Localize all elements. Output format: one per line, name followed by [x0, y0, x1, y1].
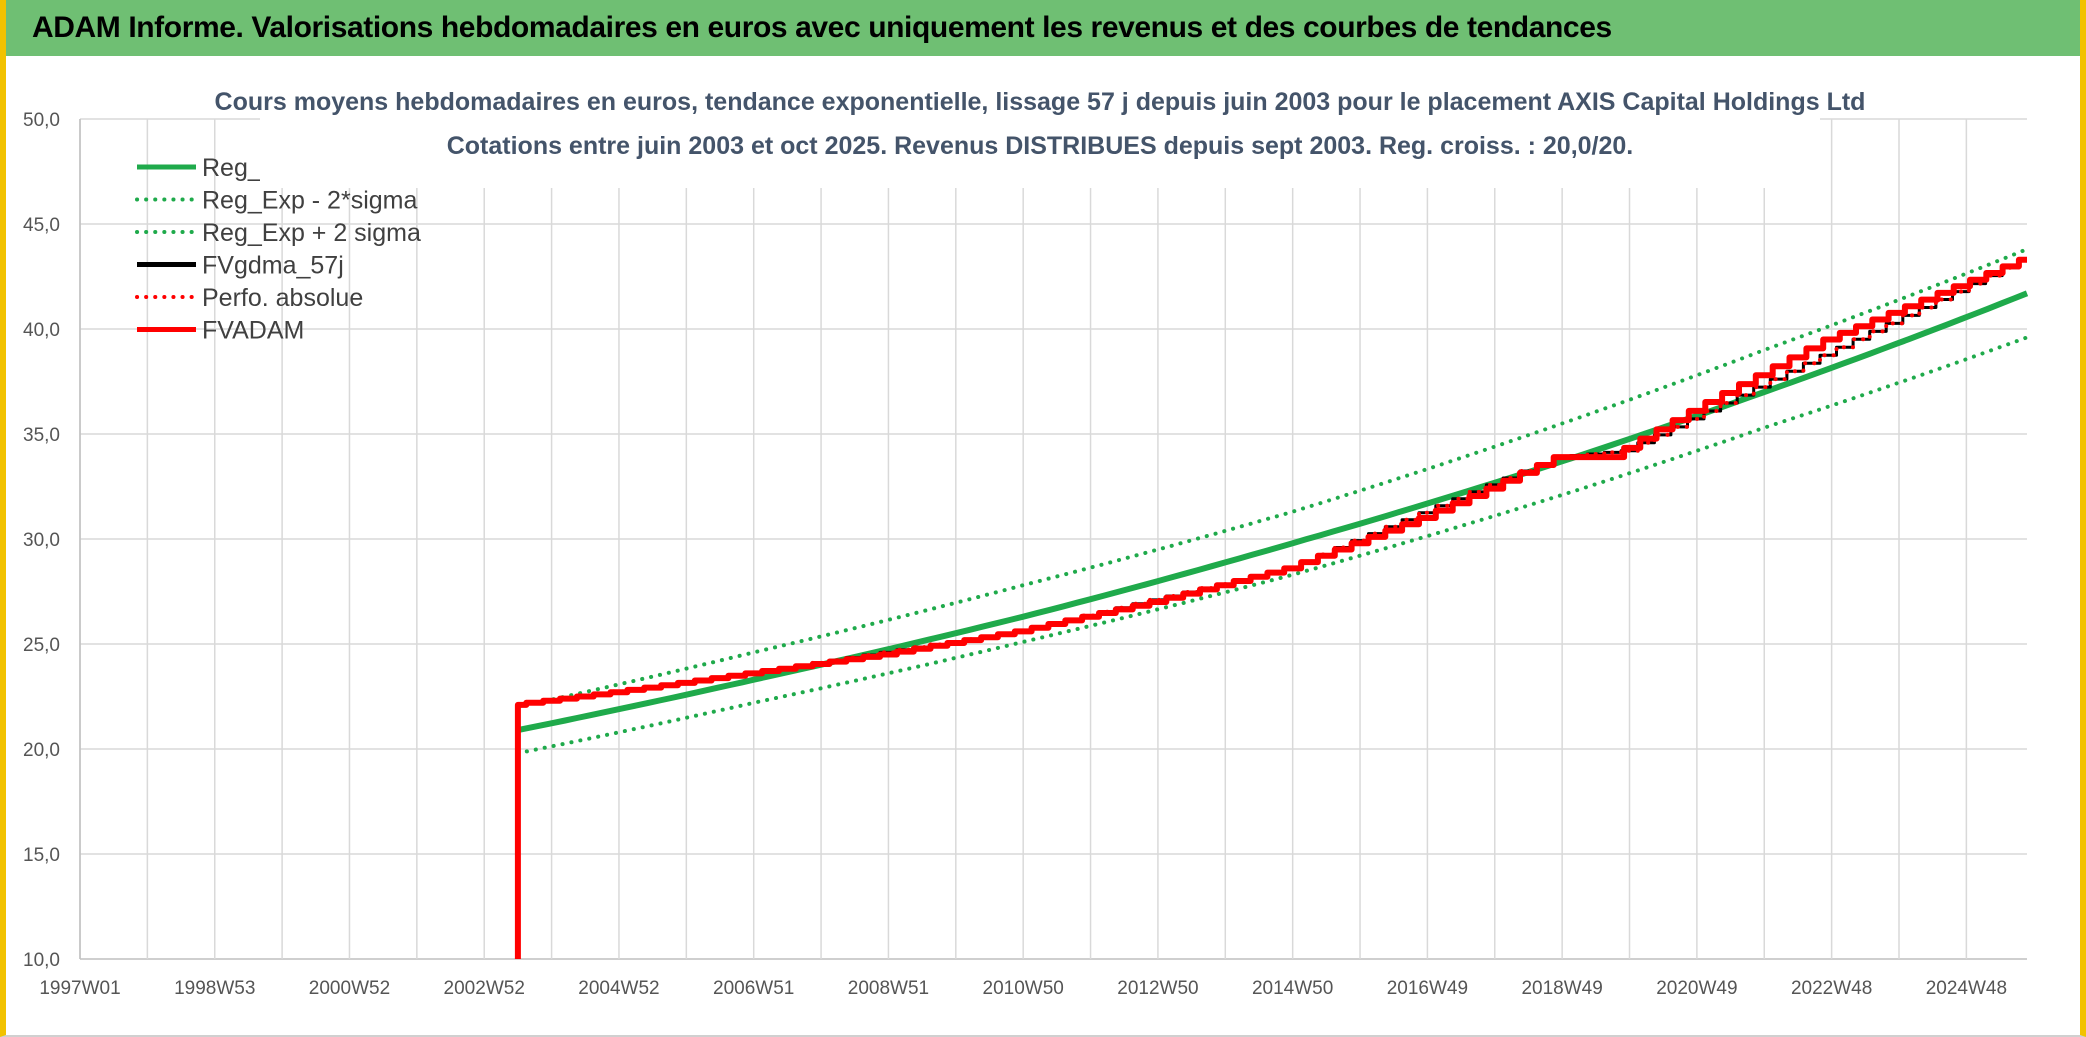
legend-item: FVgdma_57j	[137, 252, 344, 280]
chart-frame	[0, 56, 2086, 1037]
y-axis: 10,0 15,0 20,0 25,0 30,0 35,0 40,0 45,0 50,0	[23, 110, 60, 971]
report-banner: ADAM Informe. Valorisations hebdomadaire…	[0, 0, 2086, 56]
line-chart: 10,0 15,0 20,0 25,0 30,0 35,0 40,0 45,0 50,0 199…	[23, 78, 2029, 999]
y-tick-label: 25,0	[23, 635, 60, 656]
legend-item: Reg_Exp - 2*sigma	[135, 187, 417, 215]
y-tick-label: 45,0	[23, 215, 60, 236]
legend-label: Reg_Exp - 2*sigma	[202, 187, 417, 215]
title-background	[260, 78, 1820, 188]
y-tick-label: 30,0	[23, 530, 60, 551]
legend-label: FVgdma_57j	[202, 252, 344, 280]
legend-item: Reg_Exp + 2 sigma	[135, 219, 421, 247]
series-line-0	[517, 290, 2029, 734]
x-tick-label: 2012W50	[1117, 978, 1198, 999]
series-line-5	[514, 256, 2027, 959]
x-tick-label: 2022W48	[1791, 978, 1872, 999]
series-line-2	[515, 247, 2029, 709]
x-tick-label: 2020W49	[1656, 978, 1737, 999]
legend-label: FVADAM	[202, 317, 304, 345]
y-tick-label: 50,0	[23, 110, 60, 131]
y-tick-label: 10,0	[23, 950, 60, 971]
x-tick-label: 1998W53	[174, 978, 255, 999]
y-tick-label: 40,0	[23, 320, 60, 341]
y-tick-label: 15,0	[23, 845, 60, 866]
grid	[79, 118, 2027, 960]
chart-subtitle: Cotations entre juin 2003 et oct 2025. R…	[447, 132, 1634, 160]
x-tick-label: 2008W51	[848, 978, 929, 999]
report-title: ADAM Informe. Valorisations hebdomadaire…	[32, 11, 1612, 44]
x-axis: 1997W01 1998W53 2000W52 2002W52 2004W52 2006W…	[39, 978, 2007, 999]
x-tick-label: 2018W49	[1521, 978, 1602, 999]
x-tick-label: 2016W49	[1387, 978, 1468, 999]
legend-label: Perfo. absolue	[202, 284, 363, 312]
series-line-3	[517, 258, 2027, 707]
y-tick-label: 20,0	[23, 740, 60, 761]
series-line-4	[515, 257, 2029, 707]
x-tick-label: 2004W52	[578, 978, 659, 999]
series-lines	[514, 247, 2029, 959]
x-tick-label: 2006W51	[713, 978, 794, 999]
x-tick-label: 2014W50	[1252, 978, 1333, 999]
legend-item: FVADAM	[137, 317, 304, 345]
chart-title: Cours moyens hebdomadaires en euros, ten…	[215, 88, 1866, 116]
y-tick-label: 35,0	[23, 425, 60, 446]
legend-item: Perfo. absolue	[135, 284, 363, 312]
x-tick-label: 2010W50	[983, 978, 1064, 999]
x-tick-label: 1997W01	[39, 978, 120, 999]
x-tick-label: 2024W48	[1926, 978, 2007, 999]
x-tick-label: 2000W52	[309, 978, 390, 999]
legend-label: Reg_Exp + 2 sigma	[202, 219, 421, 247]
series-line-1	[515, 335, 2029, 756]
x-tick-label: 2002W52	[444, 978, 525, 999]
